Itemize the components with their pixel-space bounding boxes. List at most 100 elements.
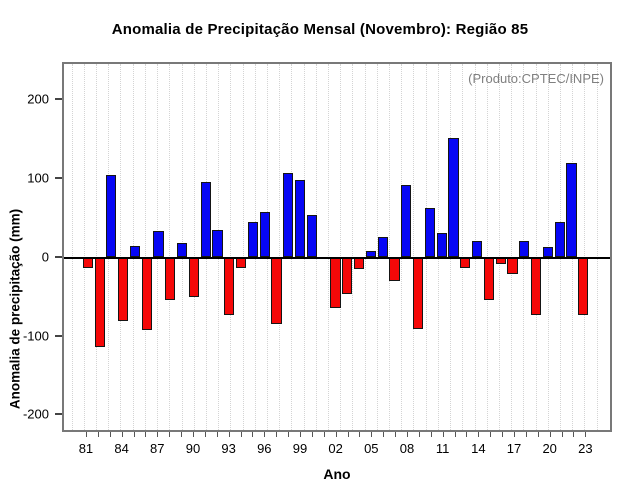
x-tick-label: 14 — [471, 441, 486, 456]
x-tick-mark — [502, 432, 504, 437]
bar-1998 — [283, 173, 294, 257]
plot-area: (Produto:CPTEC/INPE) — [62, 62, 612, 432]
bar-slot-2018 — [518, 64, 530, 430]
x-tick-slot — [211, 432, 223, 438]
x-tick-mark — [204, 432, 206, 437]
x-tick-slot — [484, 432, 496, 438]
bar-1995 — [247, 222, 258, 257]
bar-2011 — [436, 232, 447, 257]
x-tick-mark — [585, 432, 587, 437]
x-tick-mark — [109, 432, 111, 437]
bar-slot-2014 — [471, 64, 483, 430]
x-tick-label: 93 — [221, 441, 236, 456]
x-tick-slot — [306, 432, 318, 438]
bar-slot-1986 — [141, 64, 153, 430]
x-tick-label: 05 — [364, 441, 379, 456]
bar-slot-1981 — [82, 64, 94, 430]
bar-1982 — [94, 256, 105, 348]
bar-slot-1996 — [259, 64, 271, 430]
bar-slot-2019 — [530, 64, 542, 430]
gridline — [83, 64, 85, 430]
bar-2017 — [507, 256, 518, 274]
x-tick-mark — [430, 432, 432, 437]
x-tick-slot — [163, 432, 175, 438]
x-tick-mark — [157, 432, 159, 437]
bar-1990 — [188, 256, 200, 298]
bar-2010 — [424, 207, 435, 257]
x-tick-mark — [216, 432, 218, 437]
gridline — [352, 64, 354, 430]
x-tick-slot — [461, 432, 473, 438]
x-tick-mark — [418, 432, 420, 437]
x-tick-mark — [395, 432, 397, 437]
x-tick-label: 84 — [114, 441, 129, 456]
x-tick-slot — [568, 432, 580, 438]
x-tick-slot — [342, 432, 354, 438]
x-tick-slot — [235, 432, 247, 438]
bar-2021 — [554, 222, 565, 257]
bar-1992 — [212, 230, 223, 257]
x-tick-label: 20 — [542, 441, 557, 456]
x-tick-label: 96 — [257, 441, 272, 456]
x-tick-slot — [246, 432, 258, 438]
bar-2020 — [542, 247, 553, 257]
gridline — [413, 64, 415, 430]
x-tick-slot — [413, 432, 425, 438]
x-tick-mark — [240, 432, 242, 437]
bar-2000 — [306, 215, 317, 257]
bar-2023 — [578, 256, 589, 316]
bar-slot-2016 — [495, 64, 507, 430]
x-tick-mark — [252, 432, 254, 437]
x-tick-slot: 08 — [400, 432, 414, 456]
x-tick-label: 90 — [185, 441, 201, 456]
bar-slot-2010 — [424, 64, 436, 430]
zero-line — [64, 256, 610, 259]
gridline — [364, 64, 366, 430]
bar-2005 — [365, 250, 376, 257]
x-tick-mark — [561, 432, 563, 437]
x-tick-slot: 90 — [186, 432, 200, 456]
x-tick-mark — [228, 432, 230, 437]
bar-slot-2017 — [507, 64, 519, 430]
bar-slot-2007 — [389, 64, 401, 430]
x-tick-label: 08 — [399, 441, 415, 456]
x-axis: 81 84 87 90 93 96 99 02 05 08 11 14 17 20 23 — [62, 432, 612, 478]
bar-slot-2011 — [436, 64, 448, 430]
bar-slot-2002 — [330, 64, 342, 430]
gridline — [462, 64, 464, 430]
x-tick-label: 02 — [328, 441, 343, 456]
gridline — [279, 64, 281, 430]
gridline — [596, 64, 598, 430]
bars-layer — [64, 64, 610, 430]
x-tick-slot — [92, 432, 104, 438]
bar-slot-1988 — [165, 64, 177, 430]
x-tick-slot: 20 — [542, 432, 557, 456]
gridline — [328, 64, 330, 430]
x-tick-slot — [104, 432, 116, 438]
x-tick-mark — [406, 432, 408, 437]
x-tick-slot — [520, 432, 532, 438]
x-tick-slot — [175, 432, 187, 438]
bar-slot-1994 — [235, 64, 247, 430]
x-tick-slot — [556, 432, 568, 438]
bar-1986 — [141, 256, 152, 330]
y-tick-label: 100 — [27, 170, 49, 186]
bar-1988 — [165, 256, 176, 300]
bar-slot-2023 — [577, 64, 589, 430]
gridline — [144, 64, 146, 430]
bar-slot-2013 — [460, 64, 472, 430]
bar-slot-1992 — [212, 64, 224, 430]
x-axis-title: Ano — [323, 466, 351, 482]
x-tick-slot: 96 — [257, 432, 272, 456]
x-tick-slot — [282, 432, 294, 438]
bar-slot-1999 — [294, 64, 306, 430]
bar-2007 — [389, 256, 400, 281]
x-tick-slot — [139, 432, 151, 438]
bar-slot-2009 — [412, 64, 424, 430]
gridline — [547, 64, 549, 430]
bar-slot-2015 — [483, 64, 495, 430]
bar-slot-1982 — [94, 64, 106, 430]
bar-slot-1989 — [176, 64, 188, 430]
x-tick-slot — [199, 432, 211, 438]
gridline — [584, 64, 586, 430]
